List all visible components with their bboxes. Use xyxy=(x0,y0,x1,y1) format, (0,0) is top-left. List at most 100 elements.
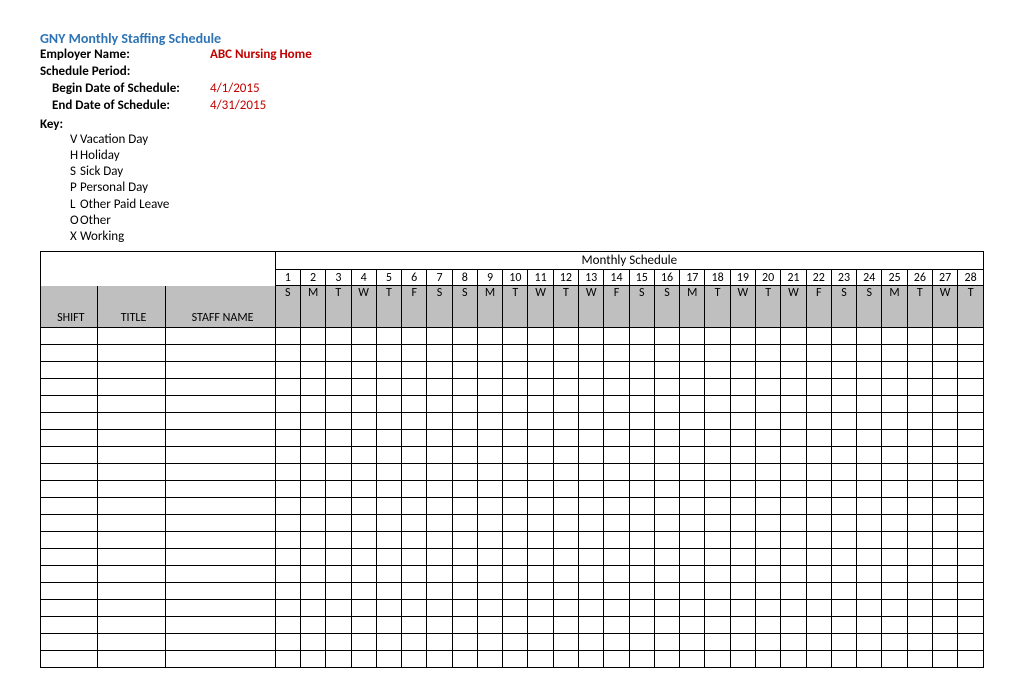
cell xyxy=(402,447,427,464)
cell xyxy=(705,447,730,464)
cell xyxy=(705,345,730,362)
cell xyxy=(579,430,604,447)
cell xyxy=(932,617,957,634)
day-number: 23 xyxy=(831,270,856,286)
cell xyxy=(958,634,984,651)
cell xyxy=(503,447,528,464)
cell xyxy=(402,345,427,362)
key-desc: Sick Day xyxy=(80,164,123,180)
cell xyxy=(882,498,907,515)
cell xyxy=(579,566,604,583)
cell xyxy=(654,634,679,651)
cell xyxy=(579,345,604,362)
cell xyxy=(376,617,401,634)
cell xyxy=(857,617,882,634)
cell xyxy=(604,481,629,498)
cell xyxy=(351,481,376,498)
cell xyxy=(41,464,98,481)
cell xyxy=(166,345,275,362)
cell xyxy=(705,396,730,413)
key-desc: Holiday xyxy=(80,148,120,164)
key-desc: Personal Day xyxy=(80,180,148,196)
day-number: 16 xyxy=(654,270,679,286)
cell xyxy=(907,464,932,481)
cell xyxy=(730,481,755,498)
cell xyxy=(402,515,427,532)
cell xyxy=(376,328,401,345)
cell xyxy=(326,328,351,345)
cell xyxy=(781,328,806,345)
cell xyxy=(756,464,781,481)
cell xyxy=(97,651,166,668)
cell xyxy=(97,362,166,379)
cell xyxy=(41,328,98,345)
cell xyxy=(503,396,528,413)
cell xyxy=(705,413,730,430)
cell xyxy=(857,498,882,515)
cell xyxy=(402,549,427,566)
cell xyxy=(427,396,452,413)
cell xyxy=(452,617,477,634)
cell xyxy=(528,515,553,532)
cell xyxy=(351,549,376,566)
cell xyxy=(629,549,654,566)
dow-cell: S xyxy=(452,286,477,328)
cell xyxy=(654,464,679,481)
key-desc: Other xyxy=(80,213,111,229)
cell xyxy=(857,464,882,481)
cell xyxy=(730,362,755,379)
cell xyxy=(528,566,553,583)
schedule-period-label: Schedule Period: xyxy=(40,64,210,81)
cell xyxy=(756,345,781,362)
key-item: XWorking xyxy=(40,229,984,245)
cell xyxy=(579,464,604,481)
cell xyxy=(806,600,831,617)
cell xyxy=(907,583,932,600)
cell xyxy=(932,515,957,532)
cell xyxy=(831,617,856,634)
cell xyxy=(730,600,755,617)
cell xyxy=(781,515,806,532)
cell xyxy=(604,447,629,464)
cell xyxy=(654,328,679,345)
cell xyxy=(604,345,629,362)
cell xyxy=(882,413,907,430)
cell xyxy=(166,566,275,583)
cell xyxy=(166,481,275,498)
cell xyxy=(907,634,932,651)
table-row xyxy=(41,430,984,447)
cell xyxy=(402,651,427,668)
cell xyxy=(579,651,604,668)
begin-date-value: 4/1/2015 xyxy=(210,81,260,98)
dow-cell: F xyxy=(402,286,427,328)
cell xyxy=(730,328,755,345)
cell xyxy=(376,464,401,481)
cell xyxy=(781,651,806,668)
cell xyxy=(326,549,351,566)
cell xyxy=(680,413,705,430)
cell xyxy=(654,362,679,379)
cell xyxy=(300,362,325,379)
cell xyxy=(806,396,831,413)
cell xyxy=(503,515,528,532)
cell xyxy=(654,583,679,600)
cell xyxy=(756,396,781,413)
cell xyxy=(882,447,907,464)
dow-cell: W xyxy=(781,286,806,328)
cell xyxy=(553,447,578,464)
cell xyxy=(275,634,300,651)
cell xyxy=(932,396,957,413)
cell xyxy=(41,447,98,464)
cell xyxy=(376,634,401,651)
cell xyxy=(882,362,907,379)
cell xyxy=(629,600,654,617)
cell xyxy=(402,430,427,447)
cell xyxy=(857,583,882,600)
cell xyxy=(166,498,275,515)
cell xyxy=(351,464,376,481)
dow-cell: W xyxy=(351,286,376,328)
cell xyxy=(528,651,553,668)
cell xyxy=(756,430,781,447)
cell xyxy=(857,481,882,498)
cell xyxy=(882,532,907,549)
